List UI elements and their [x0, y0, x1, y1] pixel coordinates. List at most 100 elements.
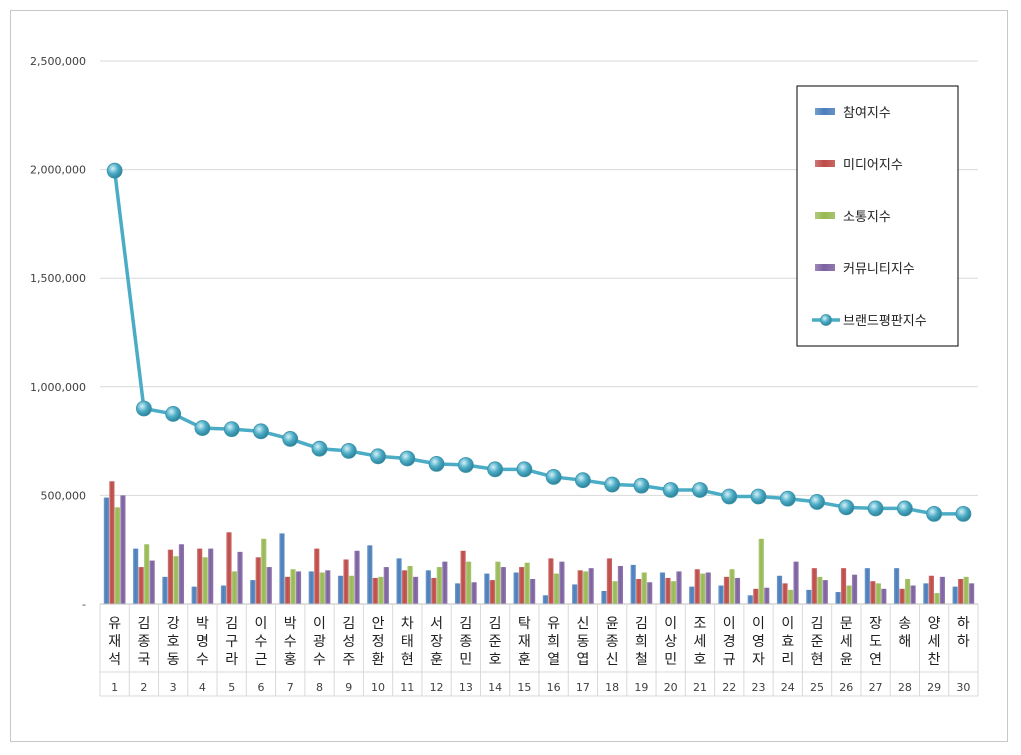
category-label: 박: [284, 616, 297, 632]
category-label: 김: [225, 616, 238, 632]
bar-소통지수: [231, 571, 238, 604]
line-point: [779, 490, 796, 507]
line-point: [721, 488, 738, 505]
bar-미디어지수: [314, 548, 320, 604]
category-label: 김: [342, 616, 355, 632]
x-axis: 유재석1김종국2강호동3박명수4김구라5이수근6박수홍7이광수8김성주9안정환1…: [99, 603, 979, 697]
category-label: 민: [664, 652, 677, 668]
bar-미디어지수: [782, 583, 788, 604]
bar-커뮤니티지수: [295, 571, 302, 604]
line-point: [662, 482, 679, 498]
category-label: 김: [635, 616, 648, 632]
category-label: 김: [811, 616, 824, 632]
rank-label: 8: [316, 681, 323, 694]
line-point: [692, 482, 708, 498]
bar-커뮤니티지수: [412, 576, 419, 604]
bar-참여지수: [308, 571, 314, 604]
category-label: 민: [459, 652, 472, 668]
y-tick-label: 1,000,000: [30, 381, 86, 394]
bar-소통지수: [319, 572, 325, 604]
bar-미디어지수: [226, 532, 232, 604]
bar-참여지수: [864, 568, 870, 604]
category-label: 석: [108, 652, 121, 668]
category-label: 호: [489, 652, 502, 668]
category-label: 윤: [840, 652, 853, 668]
bar-소통지수: [583, 571, 589, 604]
rank-label: 10: [371, 681, 385, 694]
bars-layer: [103, 481, 975, 604]
bar-참여지수: [133, 548, 139, 604]
category-label: 윤: [606, 616, 619, 632]
bar-미디어지수: [958, 579, 964, 604]
category-label: 장: [869, 616, 882, 632]
bar-커뮤니티지수: [471, 582, 477, 604]
line-point: [809, 494, 825, 510]
bar-미디어지수: [606, 558, 613, 604]
category-label: 서: [430, 616, 443, 632]
bar-미디어지수: [723, 576, 730, 604]
category-label: 이: [723, 616, 736, 632]
bar-커뮤니티지수: [383, 567, 389, 604]
category-label: 도: [869, 634, 882, 650]
bar-미디어지수: [109, 481, 115, 604]
bar-소통지수: [144, 544, 150, 604]
bar-소통지수: [465, 561, 472, 604]
category-label: 종: [137, 634, 150, 650]
y-tick-label: 500,000: [41, 489, 87, 502]
category-label: 수: [284, 634, 297, 650]
category-label: 규: [723, 652, 736, 668]
bar-참여지수: [718, 585, 724, 604]
rank-label: 18: [605, 681, 619, 694]
category-label: 세: [840, 634, 853, 650]
category-label: 이: [255, 616, 268, 632]
bar-커뮤니티지수: [822, 580, 828, 604]
bar-커뮤니티지수: [647, 582, 653, 604]
category-label: 하: [957, 634, 970, 650]
bar-미디어지수: [255, 557, 261, 604]
bar-커뮤니티지수: [705, 572, 711, 604]
y-tick-label: 1,500,000: [30, 272, 86, 285]
line-point: [604, 476, 621, 493]
line-point: [135, 400, 152, 417]
bar-참여지수: [689, 586, 695, 604]
category-label: 종: [606, 634, 619, 650]
bar-참여지수: [630, 564, 636, 604]
line-point: [165, 406, 182, 422]
rank-label: 3: [170, 681, 177, 694]
bar-소통지수: [875, 583, 881, 604]
bar-커뮤니티지수: [237, 551, 243, 604]
category-label: 광: [313, 634, 326, 650]
bar-커뮤니티지수: [764, 587, 770, 604]
rank-label: 15: [517, 681, 531, 694]
bar-소통지수: [290, 569, 296, 604]
bar-참여지수: [279, 533, 285, 604]
line-point: [106, 162, 123, 179]
category-label: 현: [811, 652, 824, 668]
bar-소통지수: [173, 556, 179, 604]
bar-커뮤니티지수: [354, 550, 360, 604]
category-label: 호: [167, 634, 180, 650]
bar-커뮤니티지수: [851, 574, 858, 604]
line-point: [955, 505, 972, 522]
bar-미디어지수: [138, 567, 144, 604]
category-label: 유: [108, 616, 121, 632]
bar-커뮤니티지수: [500, 567, 506, 604]
rank-label: 19: [634, 681, 648, 694]
category-label: 상: [664, 634, 677, 650]
bar-참여지수: [513, 572, 519, 604]
rank-label: 4: [199, 681, 206, 694]
bar-소통지수: [202, 557, 208, 604]
category-label: 동: [576, 634, 589, 650]
line-point: [896, 500, 913, 517]
bar-소통지수: [787, 589, 794, 604]
rank-label: 30: [956, 681, 970, 694]
line-point: [838, 499, 855, 516]
rank-label: 27: [869, 681, 883, 694]
category-label: 양: [928, 616, 941, 632]
rank-label: 6: [257, 681, 264, 694]
category-label: 김: [459, 616, 472, 632]
category-label: 홍: [284, 652, 297, 668]
bar-미디어지수: [753, 588, 759, 604]
category-label: 준: [489, 634, 502, 650]
